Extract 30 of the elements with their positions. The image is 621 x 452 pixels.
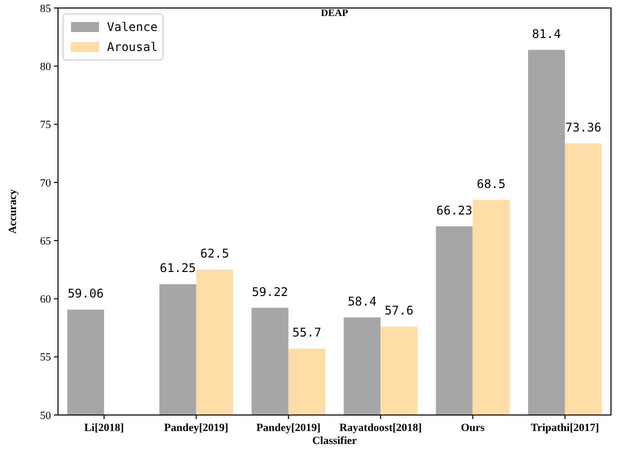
- data-label: 59.22: [252, 284, 288, 299]
- y-axis-title: Accuracy: [7, 188, 19, 234]
- x-tick-label: Ours: [460, 422, 486, 434]
- data-label: 62.5: [200, 246, 230, 261]
- data-label: 66.23: [436, 203, 472, 218]
- x-tick-label: Tripathi[2017]: [530, 422, 600, 434]
- y-tick-label: 65: [40, 235, 52, 248]
- y-tick-label: 75: [40, 119, 52, 132]
- data-label: 81.4: [532, 26, 561, 41]
- chart-title: DEAP: [320, 8, 348, 19]
- data-label: 61.25: [160, 261, 196, 276]
- legend-label: Arousal: [107, 40, 158, 54]
- data-label: 68.5: [476, 176, 506, 191]
- data-label: 57.6: [384, 304, 414, 318]
- y-tick-label: 85: [40, 2, 52, 15]
- y-tick-label: 70: [40, 177, 52, 190]
- x-tick-label: Pandey[2019]: [164, 422, 228, 434]
- y-tick-label: 50: [40, 410, 52, 422]
- legend-label: Valence: [107, 20, 158, 34]
- data-label: 59.06: [68, 286, 104, 301]
- x-tick-label: Li[2018]: [84, 422, 124, 434]
- y-tick-label: 80: [40, 60, 52, 73]
- data-label: 55.7: [292, 326, 322, 340]
- data-label: 58.4: [348, 294, 377, 308]
- data-label: 73.36: [565, 120, 602, 134]
- y-tick-label: 60: [40, 294, 52, 306]
- x-tick-label: Rayatdoost[2018]: [339, 422, 422, 434]
- x-tick-label: Pandey[2019]: [256, 422, 321, 434]
- x-axis-title: Classifier: [312, 435, 357, 447]
- y-tick-label: 55: [40, 352, 52, 364]
